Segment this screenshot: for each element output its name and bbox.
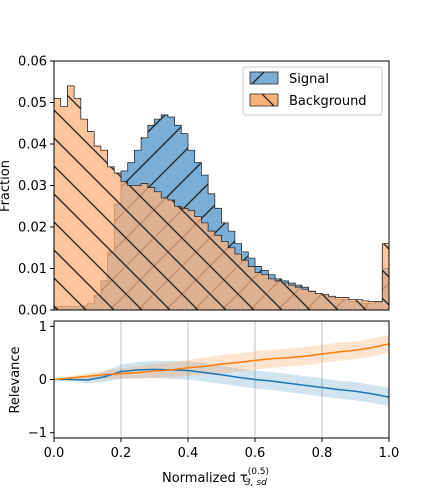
histogram-y-tick-label: 0.02 bbox=[18, 221, 47, 236]
relevance-panel: −1 0 1 0.0 0.2 0.4 0.6 0.8 1.0 Relevance Normal… bbox=[8, 320, 399, 488]
histogram-panel: 0.00 0.01 0.02 0.03 0.04 0.05 0.06 Fraction Si… bbox=[0, 55, 390, 319]
histogram-y-tick-label: 0.03 bbox=[18, 179, 47, 194]
relevance-x-tick-label: 0.4 bbox=[178, 446, 199, 461]
histogram-outline-background bbox=[54, 85, 389, 310]
relevance-y-label: Relevance bbox=[8, 346, 23, 413]
histogram-y-tick-label: 0.06 bbox=[18, 55, 47, 70]
legend-label-signal: Signal bbox=[289, 72, 329, 87]
histogram-y-tick-label: 0.01 bbox=[18, 262, 47, 277]
relevance-x-tick-label: 0.2 bbox=[111, 446, 132, 461]
histogram-y-label: Fraction bbox=[0, 160, 13, 212]
histogram-hatch-background bbox=[54, 85, 389, 310]
relevance-y-tick-label: 1 bbox=[39, 320, 47, 335]
relevance-x-tick-label: 0.0 bbox=[44, 446, 65, 461]
histogram-y-tick-label: 0.05 bbox=[18, 96, 47, 111]
relevance-x-tick-label: 0.8 bbox=[312, 446, 333, 461]
legend: Signal Background bbox=[242, 66, 383, 116]
relevance-band-1 bbox=[54, 334, 389, 380]
legend-swatch-signal-hatch bbox=[250, 72, 278, 84]
x-label-subscript: 3, sd bbox=[245, 478, 267, 488]
relevance-y-tick-label: −1 bbox=[28, 426, 47, 441]
legend-swatch-background-hatch bbox=[250, 94, 278, 106]
relevance-x-tick-label: 0.6 bbox=[245, 446, 266, 461]
x-label-superscript: (0.5) bbox=[248, 467, 269, 477]
relevance-x-label: Normalized τ(0.5) 3, sd bbox=[162, 467, 269, 488]
x-label-main: Normalized τ bbox=[162, 471, 248, 486]
relevance-x-tick-label: 1.0 bbox=[379, 446, 400, 461]
relevance-y-tick-label: 0 bbox=[39, 373, 47, 388]
legend-label-background: Background bbox=[289, 94, 367, 109]
relevance-line-1 bbox=[54, 343, 389, 381]
histogram-y-tick-label: 0.04 bbox=[18, 138, 47, 153]
histogram-y-tick-label: 0.00 bbox=[18, 304, 47, 319]
